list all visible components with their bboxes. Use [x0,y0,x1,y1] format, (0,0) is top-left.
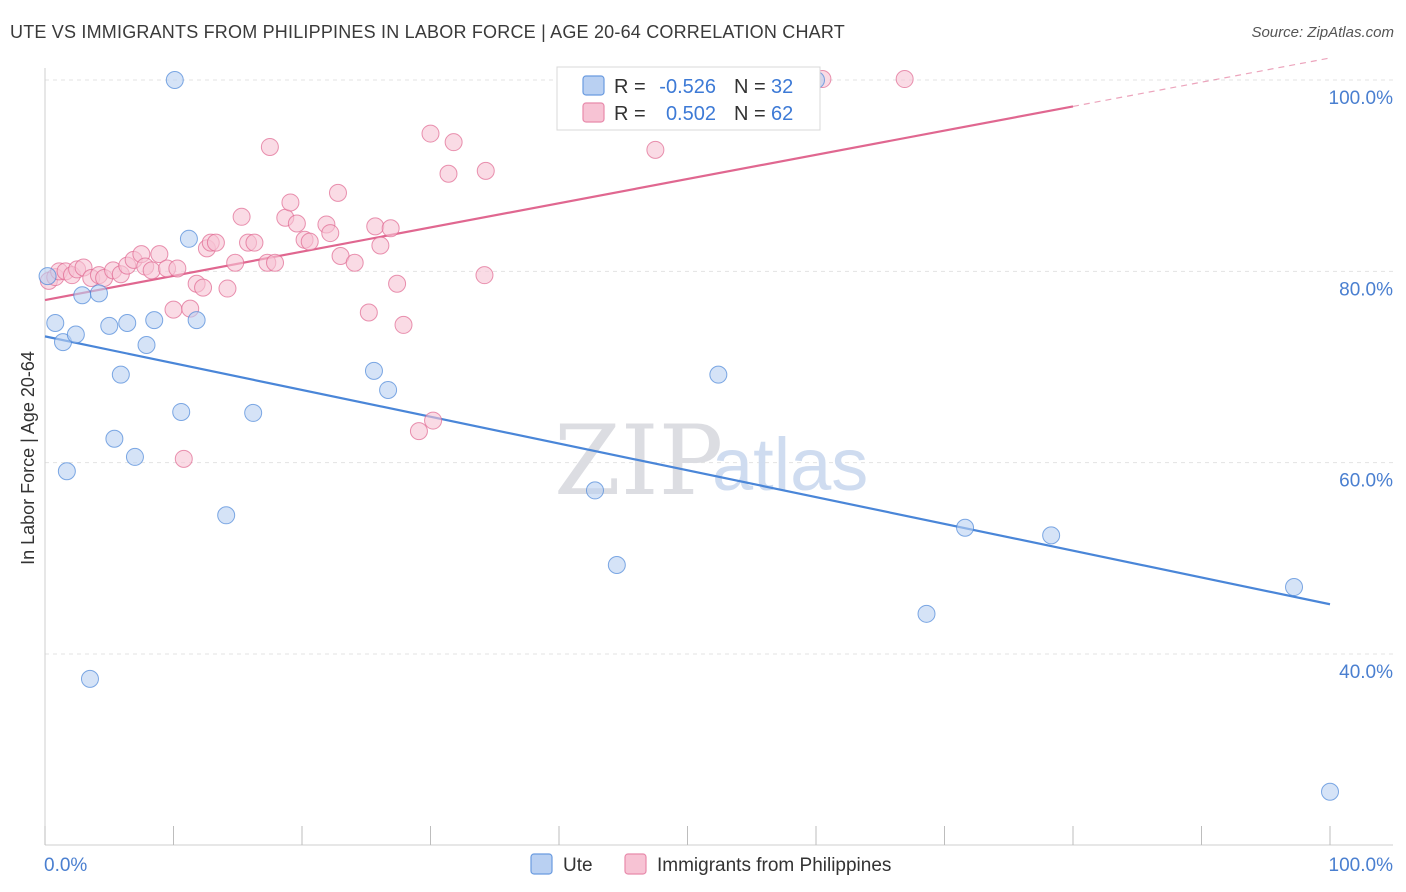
ute-point [100,316,119,335]
philippines-point [475,266,494,285]
ute-r-label: R = [614,76,646,98]
legend-philippines-swatch [624,853,647,875]
legend-ute-swatch [530,853,553,875]
philippines-point [174,449,193,468]
ute-trend-line [44,335,1331,606]
ute-point [73,286,92,305]
ute-point [80,669,99,688]
philippines-point [345,253,364,272]
ute-point [89,284,108,303]
ute-point [585,481,604,500]
ute-point [118,313,137,332]
ute-point [217,506,236,525]
ute-point [379,380,398,399]
philippines-point [164,300,183,319]
philippines-point [150,245,169,264]
philippines-point [226,253,245,272]
philippines-point [232,207,251,226]
ute-swatch [582,75,605,96]
y-tick-label: 80.0% [1339,279,1393,300]
bottom-legend: Ute Immigrants from Philippines [530,853,891,876]
watermark: ZIP atlas [554,405,868,517]
philippines-point [168,259,187,278]
ute-point [145,311,164,330]
x-tick-label-max: 100.0% [1329,855,1394,876]
ute-point [709,365,728,384]
data-points [38,70,1339,801]
chart-source: Source: ZipAtlas.com [1251,24,1394,41]
philippines-point [328,183,347,202]
philippines-point [287,214,306,233]
philippines-n-value: 62 [771,103,793,125]
philippines-point [206,233,225,252]
philippines-n-label: N = [734,103,766,125]
ute-n-label: N = [734,76,766,98]
ute-point [917,604,936,623]
ute-point [38,267,57,286]
ute-point [179,229,198,248]
philippines-point [260,137,279,156]
ute-point [172,402,191,421]
ute-point [57,462,76,481]
legend-philippines-label: Immigrants from Philippines [657,855,891,876]
philippines-point [218,279,237,298]
ute-n-value: 32 [771,76,793,98]
ute-point [66,325,85,344]
philippines-point [381,219,400,238]
y-tick-labels: 100.0% 80.0% 60.0% 40.0% [1329,88,1394,683]
trend-lines [44,57,1331,606]
ute-point [187,311,206,330]
philippines-point [281,193,300,212]
watermark-atlas: atlas [712,423,868,506]
legend-ute-label: Ute [563,855,593,876]
philippines-point [388,274,407,293]
philippines-point [421,124,440,143]
ute-point [165,71,184,89]
philippines-r-label: R = [614,103,646,125]
philippines-r-value: 0.502 [666,103,716,125]
philippines-point [476,161,495,180]
ute-point [111,365,130,384]
ute-point [364,361,383,380]
philippines-point [409,422,428,441]
ute-point [956,518,975,537]
philippines-point [895,70,914,89]
philippines-swatch [582,102,605,123]
ute-point [1042,526,1061,545]
philippines-point [359,303,378,322]
x-tick-label-min: 0.0% [44,855,87,876]
y-tick-label: 100.0% [1329,88,1394,109]
philippines-point [245,233,264,252]
ute-point [125,447,144,466]
philippines-trend-line-extension [1072,57,1331,107]
ute-point [46,313,65,332]
ute-point [137,335,156,354]
ute-point [1285,578,1304,597]
philippines-point [424,411,443,430]
ute-point [1321,782,1339,801]
philippines-trend-line [44,105,1074,302]
philippines-point [321,224,340,243]
philippines-point [366,217,385,236]
philippines-point [371,236,390,255]
axes [44,68,1393,846]
philippines-point [142,261,161,280]
y-tick-label: 60.0% [1339,471,1393,492]
ute-point [607,556,626,575]
philippines-point [439,164,458,183]
philippines-point [394,315,413,334]
philippines-point [266,253,285,272]
y-tick-label: 40.0% [1339,662,1393,683]
ute-point [244,403,263,422]
philippines-point [646,140,665,159]
ute-point [105,429,124,448]
philippines-point [194,278,213,297]
ute-r-value: -0.526 [659,76,716,98]
philippines-point [444,133,463,152]
philippines-point [300,232,319,251]
chart-title: UTE VS IMMIGRANTS FROM PHILIPPINES IN LA… [10,22,845,42]
y-axis-title: In Labor Force | Age 20-64 [18,351,38,565]
stats-legend: R = -0.526 N = 32 R = 0.502 N = 62 [556,66,821,131]
